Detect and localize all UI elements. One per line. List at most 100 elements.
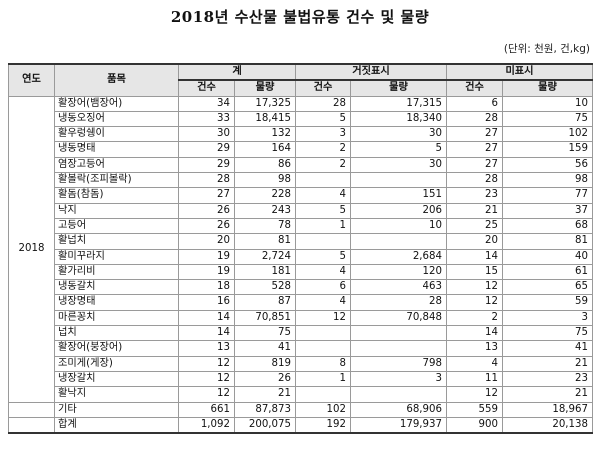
total-count-cell: 16 bbox=[178, 294, 235, 311]
false-label-amount-cell: 17,315 bbox=[350, 95, 447, 112]
total-count-cell: 30 bbox=[178, 126, 235, 143]
item-cell: 활낙지 bbox=[54, 386, 179, 403]
header-count: 건수 bbox=[446, 79, 503, 97]
table-row: 활낙지 12 21 12 21 bbox=[9, 386, 593, 403]
false-label-count-cell: 4 bbox=[295, 263, 351, 281]
unlabeled-amount-cell: 81 bbox=[502, 233, 593, 250]
item-cell: 합계 bbox=[54, 416, 179, 435]
false-label-count-cell: 8 bbox=[295, 355, 351, 372]
total-count-cell: 27 bbox=[178, 187, 235, 204]
false-label-amount-cell: 463 bbox=[350, 279, 447, 296]
table-row: 활장어(붕장어) 13 41 13 41 bbox=[9, 340, 593, 357]
item-cell: 냉동명태 bbox=[54, 141, 179, 158]
total-amount-cell: 181 bbox=[234, 263, 296, 281]
table-row: 합계 1,092 200,075 192 179,937 900 20,138 bbox=[8, 416, 593, 435]
item-cell: 활볼락(조피볼락) bbox=[54, 172, 179, 189]
table-row: 마른꽁치 14 70,851 12 70,848 2 3 bbox=[9, 309, 593, 327]
total-amount-cell: 87 bbox=[234, 294, 296, 311]
item-cell: 낙지 bbox=[54, 202, 179, 219]
unlabeled-amount-cell: 75 bbox=[502, 110, 593, 128]
unlabeled-count-cell: 559 bbox=[446, 401, 503, 418]
unlabeled-amount-cell: 20,138 bbox=[502, 416, 593, 435]
table-row: 기타 661 87,873 102 68,906 559 18,967 bbox=[8, 401, 593, 418]
false-label-count-cell: 2 bbox=[295, 156, 351, 174]
total-count-cell: 19 bbox=[178, 248, 235, 265]
unlabeled-count-cell: 27 bbox=[446, 141, 503, 158]
unlabeled-amount-cell: 10 bbox=[502, 95, 593, 112]
unlabeled-amount-cell: 18,967 bbox=[502, 401, 593, 418]
false-label-amount-cell: 68,906 bbox=[350, 401, 447, 418]
total-count-cell: 1,092 bbox=[178, 416, 235, 435]
table-row: 활넙치 20 81 20 81 bbox=[9, 233, 593, 250]
false-label-amount-cell: 179,937 bbox=[350, 416, 447, 435]
unlabeled-amount-cell: 40 bbox=[502, 248, 593, 265]
total-amount-cell: 98 bbox=[234, 172, 296, 189]
false-label-amount-cell: 28 bbox=[350, 294, 447, 311]
item-cell: 냉장갈치 bbox=[54, 370, 179, 388]
unlabeled-count-cell: 14 bbox=[446, 248, 503, 265]
unlabeled-amount-cell: 61 bbox=[502, 263, 593, 281]
header-year: 연도 bbox=[8, 63, 55, 97]
unlabeled-amount-cell: 3 bbox=[502, 309, 593, 327]
total-count-cell: 12 bbox=[178, 386, 235, 403]
unlabeled-count-cell: 900 bbox=[446, 416, 503, 435]
unlabeled-amount-cell: 65 bbox=[502, 279, 593, 296]
item-cell: 활미꾸라지 bbox=[54, 248, 179, 265]
unlabeled-count-cell: 4 bbox=[446, 355, 503, 372]
item-cell: 조미게(게장) bbox=[54, 355, 179, 372]
table-row: 넙치 14 75 14 75 bbox=[9, 325, 593, 342]
table-row: 활돔(참돔) 27 228 4 151 23 77 bbox=[9, 187, 593, 204]
unlabeled-amount-cell: 68 bbox=[502, 217, 593, 235]
total-count-cell: 14 bbox=[178, 309, 235, 327]
false-label-amount-cell: 2,684 bbox=[350, 248, 447, 265]
table-row: 냉동오징어 33 18,415 5 18,340 28 75 bbox=[9, 110, 593, 128]
false-label-amount-cell bbox=[350, 172, 447, 189]
total-amount-cell: 87,873 bbox=[234, 401, 296, 418]
table-row: 냉동갈치 18 528 6 463 12 65 bbox=[9, 279, 593, 296]
total-count-cell: 28 bbox=[178, 172, 235, 189]
false-label-count-cell: 12 bbox=[295, 309, 351, 327]
item-cell: 냉장명태 bbox=[54, 294, 179, 311]
total-amount-cell: 132 bbox=[234, 126, 296, 143]
total-count-cell: 13 bbox=[178, 340, 235, 357]
total-amount-cell: 243 bbox=[234, 202, 296, 219]
false-label-count-cell: 5 bbox=[295, 110, 351, 128]
total-amount-cell: 21 bbox=[234, 386, 296, 403]
item-cell: 활장어(뱀장어) bbox=[54, 95, 179, 112]
total-count-cell: 29 bbox=[178, 156, 235, 174]
total-count-cell: 34 bbox=[178, 95, 235, 112]
total-amount-cell: 2,724 bbox=[234, 248, 296, 265]
false-label-amount-cell bbox=[350, 340, 447, 357]
false-label-count-cell: 5 bbox=[295, 248, 351, 265]
data-table: 연도 품목 계 거짓표시 미표시 건수 물량 건수 물량 건수 물량 2018 활… bbox=[8, 63, 593, 435]
total-count-cell: 12 bbox=[178, 370, 235, 388]
total-count-cell: 33 bbox=[178, 110, 235, 128]
false-label-amount-cell: 30 bbox=[350, 126, 447, 143]
table-header: 연도 품목 계 거짓표시 미표시 건수 물량 건수 물량 건수 물량 bbox=[8, 63, 593, 97]
total-count-cell: 26 bbox=[178, 202, 235, 219]
unlabeled-amount-cell: 77 bbox=[502, 187, 593, 204]
header-amount: 물량 bbox=[234, 79, 296, 97]
unlabeled-amount-cell: 41 bbox=[502, 340, 593, 357]
false-label-amount-cell: 70,848 bbox=[350, 309, 447, 327]
item-cell: 염장고등어 bbox=[54, 156, 179, 174]
total-count-cell: 26 bbox=[178, 217, 235, 235]
item-cell: 넙치 bbox=[54, 325, 179, 342]
total-amount-cell: 86 bbox=[234, 156, 296, 174]
unlabeled-amount-cell: 23 bbox=[502, 370, 593, 388]
total-count-cell: 661 bbox=[178, 401, 235, 418]
table-body: 2018 활장어(뱀장어) 34 17,325 28 17,315 6 10 냉동오징어 33 18… bbox=[8, 95, 593, 435]
table-row: 낙지 26 243 5 206 21 37 bbox=[9, 202, 593, 219]
item-cell: 마른꽁치 bbox=[54, 309, 179, 327]
unlabeled-count-cell: 11 bbox=[446, 370, 503, 388]
false-label-amount-cell: 120 bbox=[350, 263, 447, 281]
false-label-count-cell: 4 bbox=[295, 294, 351, 311]
total-amount-cell: 41 bbox=[234, 340, 296, 357]
false-label-count-cell: 2 bbox=[295, 141, 351, 158]
false-label-count-cell: 102 bbox=[295, 401, 351, 418]
false-label-count-cell: 3 bbox=[295, 126, 351, 143]
unlabeled-count-cell: 12 bbox=[446, 279, 503, 296]
false-label-amount-cell: 151 bbox=[350, 187, 447, 204]
unlabeled-count-cell: 25 bbox=[446, 217, 503, 235]
